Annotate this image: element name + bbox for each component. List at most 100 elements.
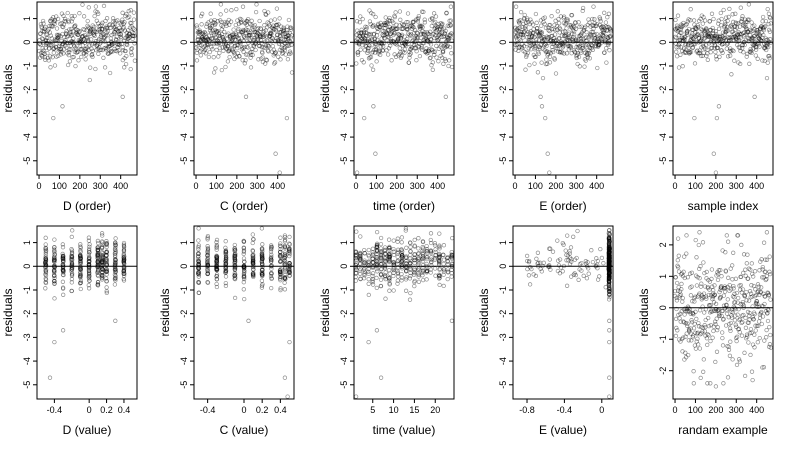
data-point <box>255 27 260 32</box>
data-point <box>589 45 594 51</box>
data-point <box>745 29 750 34</box>
data-point <box>66 18 71 23</box>
data-point <box>448 23 454 28</box>
data-point <box>77 30 82 35</box>
data-point <box>399 259 404 264</box>
data-point <box>43 250 48 255</box>
data-point <box>431 49 436 54</box>
data-point <box>93 39 99 44</box>
data-point <box>243 58 248 63</box>
data-point <box>734 362 740 368</box>
data-point <box>521 15 527 21</box>
data-point <box>52 269 57 274</box>
data-point <box>542 15 548 20</box>
data-point <box>387 254 392 260</box>
data-point <box>412 267 417 273</box>
data-point <box>285 30 290 35</box>
data-point <box>560 50 565 56</box>
data-point <box>607 258 612 264</box>
data-point <box>43 260 48 265</box>
data-point <box>384 48 389 53</box>
data-point <box>72 43 77 49</box>
data-point <box>405 27 410 32</box>
data-point <box>354 267 359 272</box>
x-tick-label: 100 <box>369 181 384 191</box>
data-point <box>212 20 217 25</box>
data-point <box>597 22 603 28</box>
data-point <box>282 260 287 266</box>
data-point <box>121 268 127 273</box>
data-point <box>745 276 750 281</box>
data-point <box>104 266 109 272</box>
data-point <box>65 40 70 46</box>
x-tick-label: 200 <box>229 181 244 191</box>
data-point <box>363 30 368 35</box>
data-point <box>716 21 721 26</box>
data-point <box>129 52 134 58</box>
data-point <box>607 262 612 268</box>
data-point <box>220 45 225 50</box>
data-point <box>57 48 62 53</box>
data-point <box>739 31 744 37</box>
data-point <box>52 252 57 257</box>
data-point <box>232 260 237 265</box>
data-point <box>282 47 288 53</box>
data-point <box>555 46 560 51</box>
data-point <box>87 43 92 48</box>
data-point <box>379 36 384 41</box>
data-point <box>705 285 711 291</box>
data-point <box>222 29 227 35</box>
data-point <box>376 51 381 56</box>
data-point <box>259 272 265 277</box>
data-point <box>231 32 237 37</box>
data-point <box>395 251 400 256</box>
data-point <box>43 256 49 261</box>
data-point <box>581 28 586 33</box>
data-point <box>110 41 115 46</box>
data-point <box>241 34 247 39</box>
data-point <box>564 252 569 258</box>
data-point <box>219 27 225 32</box>
data-point <box>733 335 739 341</box>
data-point <box>764 41 769 46</box>
data-point <box>519 32 524 37</box>
data-point <box>115 42 121 47</box>
x-tick-label: 300 <box>569 181 584 191</box>
data-point <box>380 32 385 37</box>
data-point <box>606 276 612 282</box>
data-point <box>518 29 523 34</box>
data-point <box>389 58 394 63</box>
data-point <box>287 246 292 252</box>
data-point <box>383 23 389 28</box>
data-point <box>228 35 233 40</box>
data-point <box>130 36 135 41</box>
data-point <box>590 23 595 28</box>
data-point <box>746 266 752 271</box>
data-point <box>607 269 612 274</box>
data-point <box>767 342 773 347</box>
data-point <box>420 273 425 278</box>
data-point <box>752 27 757 32</box>
data-point <box>412 266 417 271</box>
data-point <box>675 288 681 293</box>
y-tick-label: -5 <box>179 157 189 165</box>
y-tick-label: -3 <box>339 333 349 341</box>
data-point <box>214 261 219 267</box>
data-point <box>441 61 446 66</box>
data-point <box>695 48 700 53</box>
data-point <box>242 34 247 39</box>
data-point <box>765 290 770 295</box>
data-point <box>287 249 292 254</box>
data-point <box>397 33 403 38</box>
data-point <box>61 272 66 278</box>
data-point <box>445 269 451 274</box>
data-point <box>359 57 365 63</box>
data-point <box>43 286 48 291</box>
data-point <box>435 26 440 31</box>
data-point <box>699 33 705 38</box>
data-point <box>684 233 689 238</box>
data-point <box>54 37 59 42</box>
data-point <box>223 239 228 244</box>
data-point <box>549 14 554 19</box>
y-tick-label: -2 <box>339 310 349 318</box>
